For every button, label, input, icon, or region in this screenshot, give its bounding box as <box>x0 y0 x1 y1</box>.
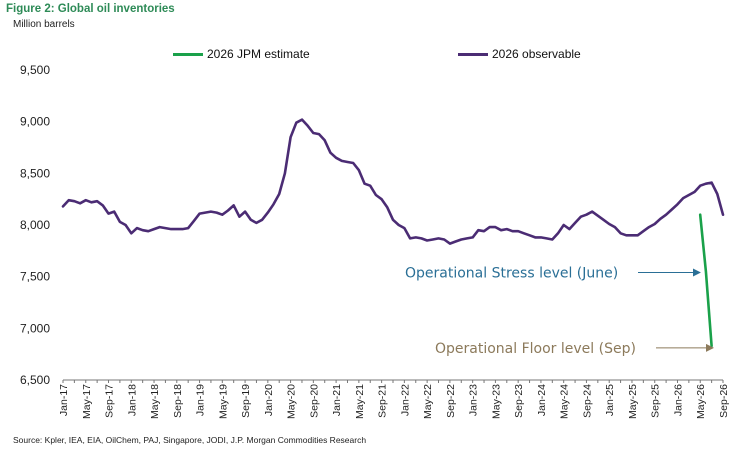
series-lines <box>61 118 725 348</box>
y-tick-label: 8,000 <box>20 218 50 232</box>
x-tick-label: Jan-23 <box>468 384 480 416</box>
legend-swatch-estimate <box>173 52 203 56</box>
x-tick-label: Sep-19 <box>240 384 252 418</box>
x-tick-label: May-17 <box>81 384 93 419</box>
x-tick-label: Jan-24 <box>536 384 548 416</box>
x-tick-label: Sep-23 <box>513 384 525 418</box>
x-tick-label: Jan-22 <box>399 384 411 416</box>
x-tick-label: May-24 <box>559 384 571 419</box>
legend-swatch-observable <box>458 52 488 56</box>
units-label: Million barrels <box>13 19 75 30</box>
y-tick-label: 7,500 <box>20 270 50 284</box>
x-tick-label: Jan-19 <box>195 384 207 416</box>
x-tick-label: Sep-22 <box>445 384 457 418</box>
legend-label-estimate: 2026 JPM estimate <box>207 47 310 61</box>
y-tick-label: 8,500 <box>20 166 50 180</box>
x-tick-label: Sep-24 <box>581 384 593 418</box>
x-tick-label: Sep-26 <box>718 384 730 418</box>
legend-label-observable: 2026 observable <box>492 47 581 61</box>
x-tick-label: May-20 <box>286 384 298 419</box>
y-tick-label: 9,500 <box>20 63 50 77</box>
x-tick-label: Jan-20 <box>263 384 275 416</box>
x-tick-label: May-22 <box>422 384 434 419</box>
x-tick-label: Jan-18 <box>126 384 138 416</box>
x-tick-label: May-25 <box>627 384 639 419</box>
annotation-stress-label: Operational Stress level (June) <box>405 266 618 282</box>
figure-title: Figure 2: Global oil inventories <box>6 3 175 15</box>
x-tick-label: May-23 <box>490 384 502 419</box>
x-tick-label: Jan-17 <box>58 384 70 416</box>
legend-item-estimate: 2026 JPM estimate <box>173 47 310 61</box>
x-tick-label: Jan-21 <box>331 384 343 416</box>
y-axis: 6,500 7,000 7,500 8,000 8,500 9,000 9,500 <box>20 63 50 387</box>
y-tick-label: 9,000 <box>20 115 50 129</box>
source-note: Source: Kpler, IEA, EIA, OilChem, PAJ, S… <box>13 435 367 445</box>
x-tick-label: Sep-17 <box>104 384 116 418</box>
legend-item-observable: 2026 observable <box>458 47 581 61</box>
x-tick-label: Jan-25 <box>604 384 616 416</box>
x-axis: Jan-17 May-17 Sep-17 Jan-18 May-18 Sep-18 Jan-… <box>58 379 730 419</box>
y-tick-label: 7,000 <box>20 321 50 335</box>
annotation-floor-label: Operational Floor level (Sep) <box>435 341 636 357</box>
annotations: Operational Stress level (June) Operation… <box>405 266 714 357</box>
x-tick-label: May-21 <box>354 384 366 419</box>
x-tick-label: May-18 <box>149 384 161 419</box>
x-tick-label: May-26 <box>695 384 707 419</box>
series-observable-line <box>61 118 725 245</box>
series-estimate-line <box>698 213 713 348</box>
y-tick-label: 6,500 <box>20 373 50 387</box>
x-tick-label: May-19 <box>217 384 229 419</box>
x-tick-label: Sep-25 <box>650 384 662 418</box>
x-tick-label: Sep-20 <box>308 384 320 418</box>
x-tick-label: Sep-18 <box>172 384 184 418</box>
x-tick-label: Jan-26 <box>672 384 684 416</box>
x-tick-label: Sep-21 <box>377 384 389 418</box>
